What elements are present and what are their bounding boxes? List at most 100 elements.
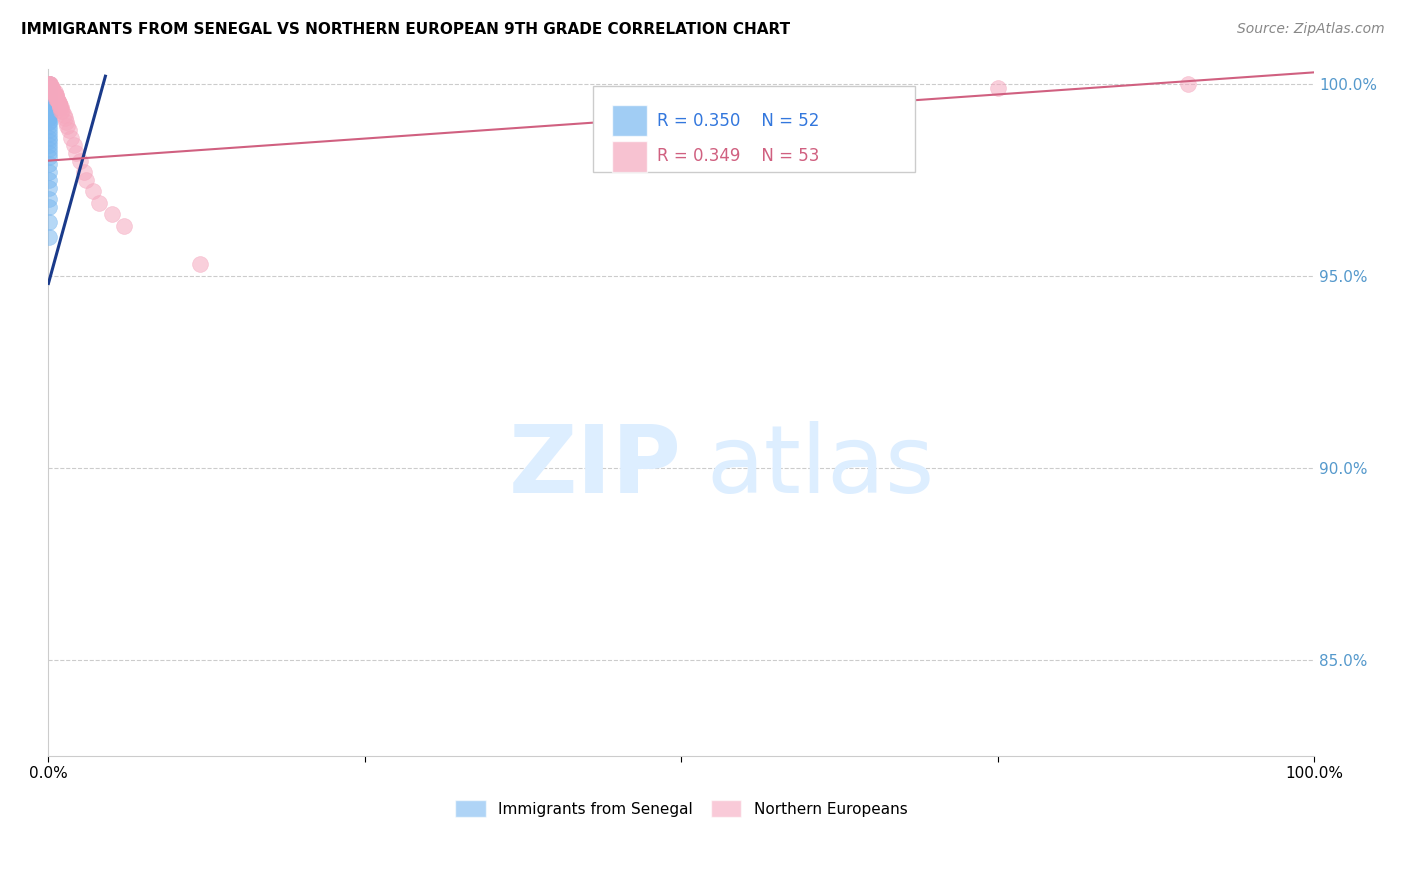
Point	[38, 92, 60, 106]
Point	[38, 103, 60, 118]
Point	[38, 150, 60, 164]
Point	[38, 173, 60, 187]
Point	[38, 123, 60, 137]
Point	[38, 103, 60, 118]
Point	[38, 215, 60, 229]
Point	[38, 127, 60, 141]
Point	[38, 85, 60, 99]
Point	[112, 219, 135, 233]
Point	[38, 88, 60, 103]
Point	[38, 88, 60, 103]
Point	[38, 165, 60, 179]
Text: IMMIGRANTS FROM SENEGAL VS NORTHERN EUROPEAN 9TH GRADE CORRELATION CHART: IMMIGRANTS FROM SENEGAL VS NORTHERN EURO…	[21, 22, 790, 37]
Point	[46, 92, 69, 106]
Point	[38, 88, 60, 103]
Point	[38, 200, 60, 214]
Point	[38, 77, 60, 91]
Point	[1177, 77, 1199, 91]
Point	[38, 180, 60, 194]
Point	[42, 85, 65, 99]
Point	[987, 80, 1010, 95]
Point	[38, 115, 60, 129]
Text: atlas: atlas	[707, 421, 935, 513]
Point	[62, 138, 84, 153]
Point	[55, 115, 77, 129]
Point	[38, 103, 60, 118]
FancyBboxPatch shape	[593, 86, 915, 171]
Point	[44, 85, 66, 99]
Point	[38, 107, 60, 121]
Point	[38, 138, 60, 153]
Point	[38, 112, 60, 126]
Point	[73, 165, 96, 179]
Point	[38, 77, 60, 91]
Point	[46, 92, 69, 106]
Point	[38, 77, 60, 91]
Point	[38, 100, 60, 114]
Point	[58, 123, 80, 137]
Point	[38, 80, 60, 95]
Point	[38, 88, 60, 103]
Point	[38, 77, 60, 91]
FancyBboxPatch shape	[612, 141, 647, 172]
Point	[39, 80, 62, 95]
Text: Source: ZipAtlas.com: Source: ZipAtlas.com	[1237, 22, 1385, 37]
Text: R = 0.350    N = 52: R = 0.350 N = 52	[657, 112, 820, 129]
Point	[38, 96, 60, 111]
Point	[38, 80, 60, 95]
Point	[87, 195, 110, 210]
Point	[38, 77, 60, 91]
Point	[56, 119, 79, 133]
Point	[48, 96, 70, 111]
Point	[38, 100, 60, 114]
Point	[60, 130, 83, 145]
Point	[45, 88, 67, 103]
FancyBboxPatch shape	[612, 105, 647, 136]
Point	[46, 92, 69, 106]
Point	[38, 80, 60, 95]
Point	[44, 88, 66, 103]
Point	[100, 207, 122, 221]
Point	[48, 96, 70, 111]
Point	[49, 100, 72, 114]
Point	[38, 107, 60, 121]
Point	[38, 112, 60, 126]
Point	[38, 130, 60, 145]
Point	[38, 77, 60, 91]
Text: R = 0.349    N = 53: R = 0.349 N = 53	[657, 147, 820, 165]
Point	[65, 145, 87, 160]
Point	[38, 115, 60, 129]
Point	[188, 257, 211, 271]
Point	[38, 85, 60, 99]
Point	[38, 80, 60, 95]
Point	[38, 85, 60, 99]
Point	[38, 192, 60, 206]
Point	[49, 100, 72, 114]
Point	[38, 80, 60, 95]
Point	[42, 85, 65, 99]
Point	[38, 92, 60, 106]
Legend: Immigrants from Senegal, Northern Europeans: Immigrants from Senegal, Northern Europe…	[449, 794, 914, 823]
Point	[41, 80, 63, 95]
Point	[49, 103, 72, 118]
Point	[38, 135, 60, 149]
Point	[38, 80, 60, 95]
Text: ZIP: ZIP	[509, 421, 682, 513]
Point	[38, 142, 60, 156]
Point	[49, 100, 72, 114]
Point	[41, 80, 63, 95]
Point	[38, 85, 60, 99]
Point	[38, 100, 60, 114]
Point	[38, 145, 60, 160]
Point	[69, 153, 91, 168]
Point	[75, 173, 97, 187]
Point	[38, 80, 60, 95]
Point	[82, 185, 104, 199]
Point	[38, 77, 60, 91]
Point	[45, 88, 67, 103]
Point	[38, 230, 60, 244]
Point	[38, 77, 60, 91]
Point	[38, 77, 60, 91]
Point	[53, 112, 76, 126]
Point	[44, 88, 66, 103]
